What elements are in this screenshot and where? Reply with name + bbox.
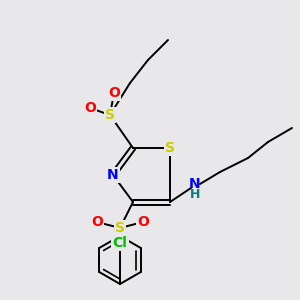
- Text: S: S: [115, 221, 125, 235]
- Text: O: O: [137, 215, 149, 229]
- Text: S: S: [165, 141, 175, 155]
- Text: O: O: [108, 86, 120, 100]
- Text: H: H: [190, 188, 200, 202]
- Text: N: N: [189, 177, 201, 191]
- Text: O: O: [84, 101, 96, 115]
- Text: N: N: [107, 168, 119, 182]
- Text: S: S: [105, 108, 115, 122]
- Text: Cl: Cl: [112, 236, 128, 250]
- Text: O: O: [91, 215, 103, 229]
